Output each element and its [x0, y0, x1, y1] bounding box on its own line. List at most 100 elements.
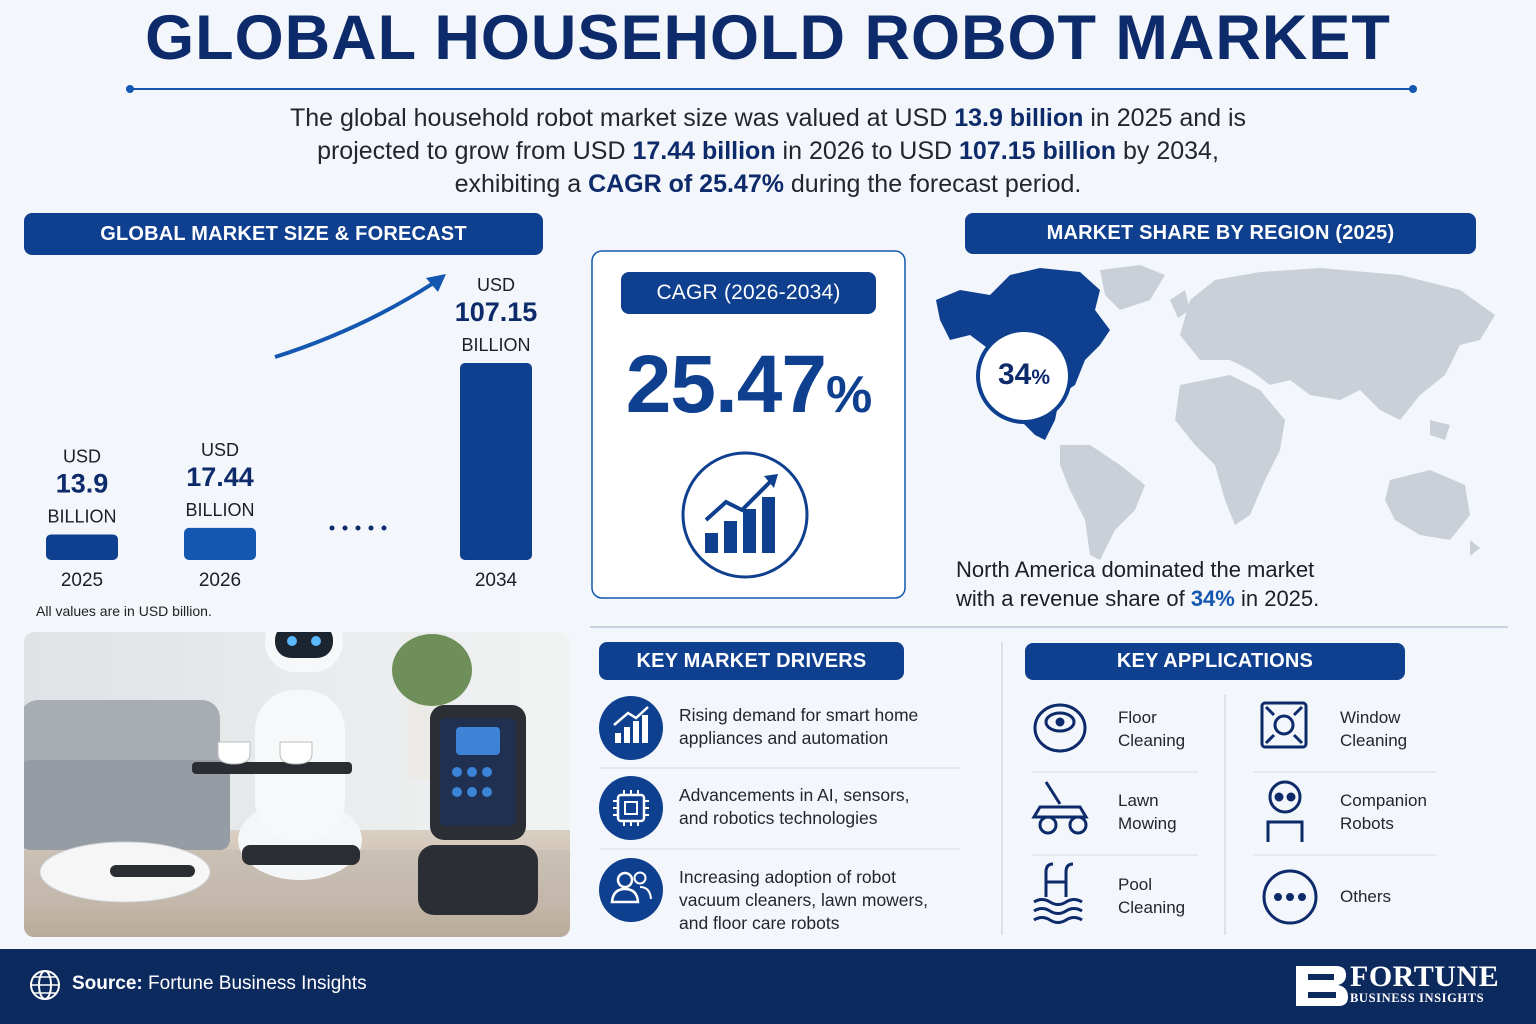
driver-text: Rising demand for smart home: [679, 705, 919, 725]
separators: [600, 767, 1436, 856]
text-line: projected to grow from USD 17.44 billion…: [168, 135, 1368, 168]
driver-item: Increasing adoption of robot vacuum clean…: [679, 866, 928, 935]
value-prefix: USD: [63, 446, 101, 466]
driver-text: and robotics technologies: [679, 808, 878, 828]
section-title: KEY APPLICATIONS: [1025, 643, 1405, 680]
highlight: 17.44 billion: [632, 137, 776, 165]
footer: [0, 949, 1536, 1024]
value-prefix: USD: [201, 440, 239, 460]
cagr-box: [764, 474, 778, 488]
gap-dot: [342, 525, 348, 531]
application-icons: [1286, 893, 1294, 901]
robot-photo: [418, 845, 538, 915]
world-map: [936, 265, 1495, 560]
text: by 2034,: [1116, 137, 1219, 165]
application-text: Robots: [1340, 814, 1394, 833]
robot-photo: [467, 787, 477, 797]
world-map: [976, 328, 1072, 424]
cagr-box: [724, 521, 737, 553]
application-icons: [1260, 701, 1308, 749]
gap-dot: [355, 525, 361, 531]
logo-text: FORTUNE: [1350, 960, 1500, 993]
cagr-box: [704, 478, 774, 522]
robot-photo: [287, 636, 297, 646]
cagr-number: 25.47: [625, 339, 827, 430]
application-text: Floor: [1118, 708, 1157, 727]
application-icons: [1262, 869, 1318, 925]
robot-photo: [24, 632, 570, 937]
highlight: 34%: [1190, 586, 1235, 611]
cagr-box: [705, 533, 718, 553]
x-tick-label: 2025: [61, 570, 103, 591]
section-title: KEY MARKET DRIVERS: [599, 642, 904, 680]
application-icons: [1033, 898, 1083, 924]
application-text: Cleaning: [1118, 898, 1186, 917]
application-text: Others: [1340, 886, 1392, 906]
share-unit: %: [1031, 366, 1051, 389]
robot-photo: [482, 767, 492, 777]
trend-arrowhead: [426, 274, 446, 292]
world-map: [1175, 375, 1285, 525]
driver-icons: [642, 715, 648, 743]
world-map: [1385, 470, 1470, 540]
region-share: 34%: [978, 358, 1070, 392]
application-text: Lawn: [1118, 791, 1159, 810]
value-prefix: USD: [477, 275, 515, 295]
text: exhibiting a: [454, 170, 589, 198]
application-icons: [1033, 703, 1087, 753]
application-text: Companion: [1340, 791, 1427, 810]
cagr-box: [762, 497, 775, 553]
robot-photo: [452, 787, 462, 797]
robot-photo: [24, 760, 230, 850]
driver-icons: [599, 696, 663, 760]
application-item: Others: [1340, 885, 1391, 908]
robot-photo: [242, 845, 360, 865]
application-item: Window Cleaning: [1340, 706, 1407, 752]
logo-text: BUSINESS INSIGHTS: [1350, 991, 1485, 1005]
application-icons: [1273, 714, 1295, 736]
text: with a revenue share of: [956, 586, 1191, 611]
world-map: [1060, 445, 1145, 560]
driver-icons: [624, 801, 638, 815]
application-text: Cleaning: [1118, 731, 1186, 750]
driver-icons: [616, 871, 634, 889]
driver-item: Advancements in AI, sensors, and robotics…: [679, 784, 910, 830]
text: North America dominated the market: [956, 557, 1315, 582]
text-line: North America dominated the market: [956, 555, 1319, 584]
footer: [1308, 974, 1336, 998]
world-map: [1180, 268, 1495, 420]
driver-text: Advancements in AI, sensors,: [679, 785, 910, 805]
robot-photo: [275, 632, 333, 658]
application-icons: [1268, 780, 1302, 814]
text: projected to grow from USD: [317, 137, 633, 165]
application-icons: [1274, 893, 1282, 901]
application-icons: [1068, 815, 1088, 835]
driver-icons: [633, 721, 639, 743]
gap-dot: [381, 525, 387, 531]
application-icons: [1044, 862, 1074, 897]
gap-dot: [329, 525, 335, 531]
highlight: 13.9 billion: [954, 104, 1084, 132]
footer: [0, 949, 1536, 1024]
application-item: Companion Robots: [1340, 789, 1427, 835]
text: The global household robot market size w…: [289, 104, 955, 132]
application-item: Floor Cleaning: [1118, 706, 1185, 752]
source-name: Fortune Business Insights: [148, 973, 367, 994]
text-line: with a revenue share of 34% in 2025.: [956, 584, 1319, 613]
gap-dot: [368, 525, 374, 531]
application-icons: [1298, 893, 1306, 901]
intro: The global household robot market size w…: [168, 102, 1368, 201]
trend-arrow: [274, 282, 434, 359]
section-title: GLOBAL MARKET SIZE & FORECAST: [24, 213, 543, 255]
value-suffix: BILLION: [185, 500, 254, 520]
driver-text: vacuum cleaners, lawn mowers,: [679, 890, 928, 910]
driver-icons: [639, 886, 652, 900]
cagr-box: [743, 509, 756, 553]
value-suffix: BILLION: [461, 335, 530, 355]
robot-photo: [279, 741, 313, 765]
value-label: 13.9: [56, 468, 109, 498]
text: in 2026 to USD: [775, 137, 960, 165]
driver-text: appliances and automation: [679, 728, 889, 748]
world-map: [1100, 265, 1165, 310]
